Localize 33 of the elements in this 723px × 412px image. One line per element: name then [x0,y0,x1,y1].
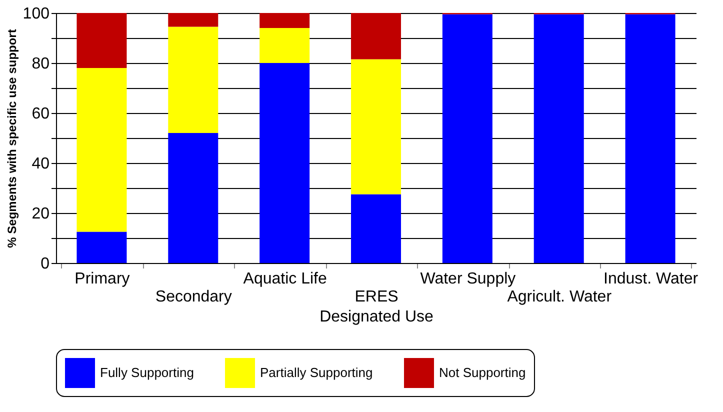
legend-label: Fully Supporting [100,365,194,380]
bar [76,13,127,68]
x-tick-label: Agricult. Water [507,288,612,306]
y-tick-label: 100 [22,6,50,22]
bar [351,59,401,194]
x-tick-label: Primary [74,270,130,288]
legend-label: Partially Supporting [260,365,373,380]
x-tick-label: Water Supply [420,270,516,288]
bar [260,63,310,263]
bar [168,13,218,27]
bar [351,194,401,263]
y-tick-label: 80 [32,56,50,72]
bar [168,26,218,133]
bar [260,28,310,63]
x-axis-title: Designated Use [320,308,434,326]
bar [76,232,127,263]
bar [76,68,127,232]
bar [442,14,492,263]
bar [534,14,584,263]
bar [260,13,310,28]
y-tick-label: 0 [40,256,50,272]
y-tick-label: 20 [32,206,50,222]
x-tick-label: Indust. Water [604,270,699,288]
y-axis-title: % Segments with specific use support [4,29,19,248]
y-tick-label: 60 [32,106,50,122]
x-tick-label: Aquatic Life [243,270,327,288]
bar [168,133,218,263]
legend-label: Not Supporting [439,365,526,380]
y-tick-label: 40 [32,156,50,172]
x-tick-label: ERES [354,288,398,306]
bar [351,13,401,60]
bar [625,14,676,263]
x-tick-label: Secondary [155,288,232,306]
